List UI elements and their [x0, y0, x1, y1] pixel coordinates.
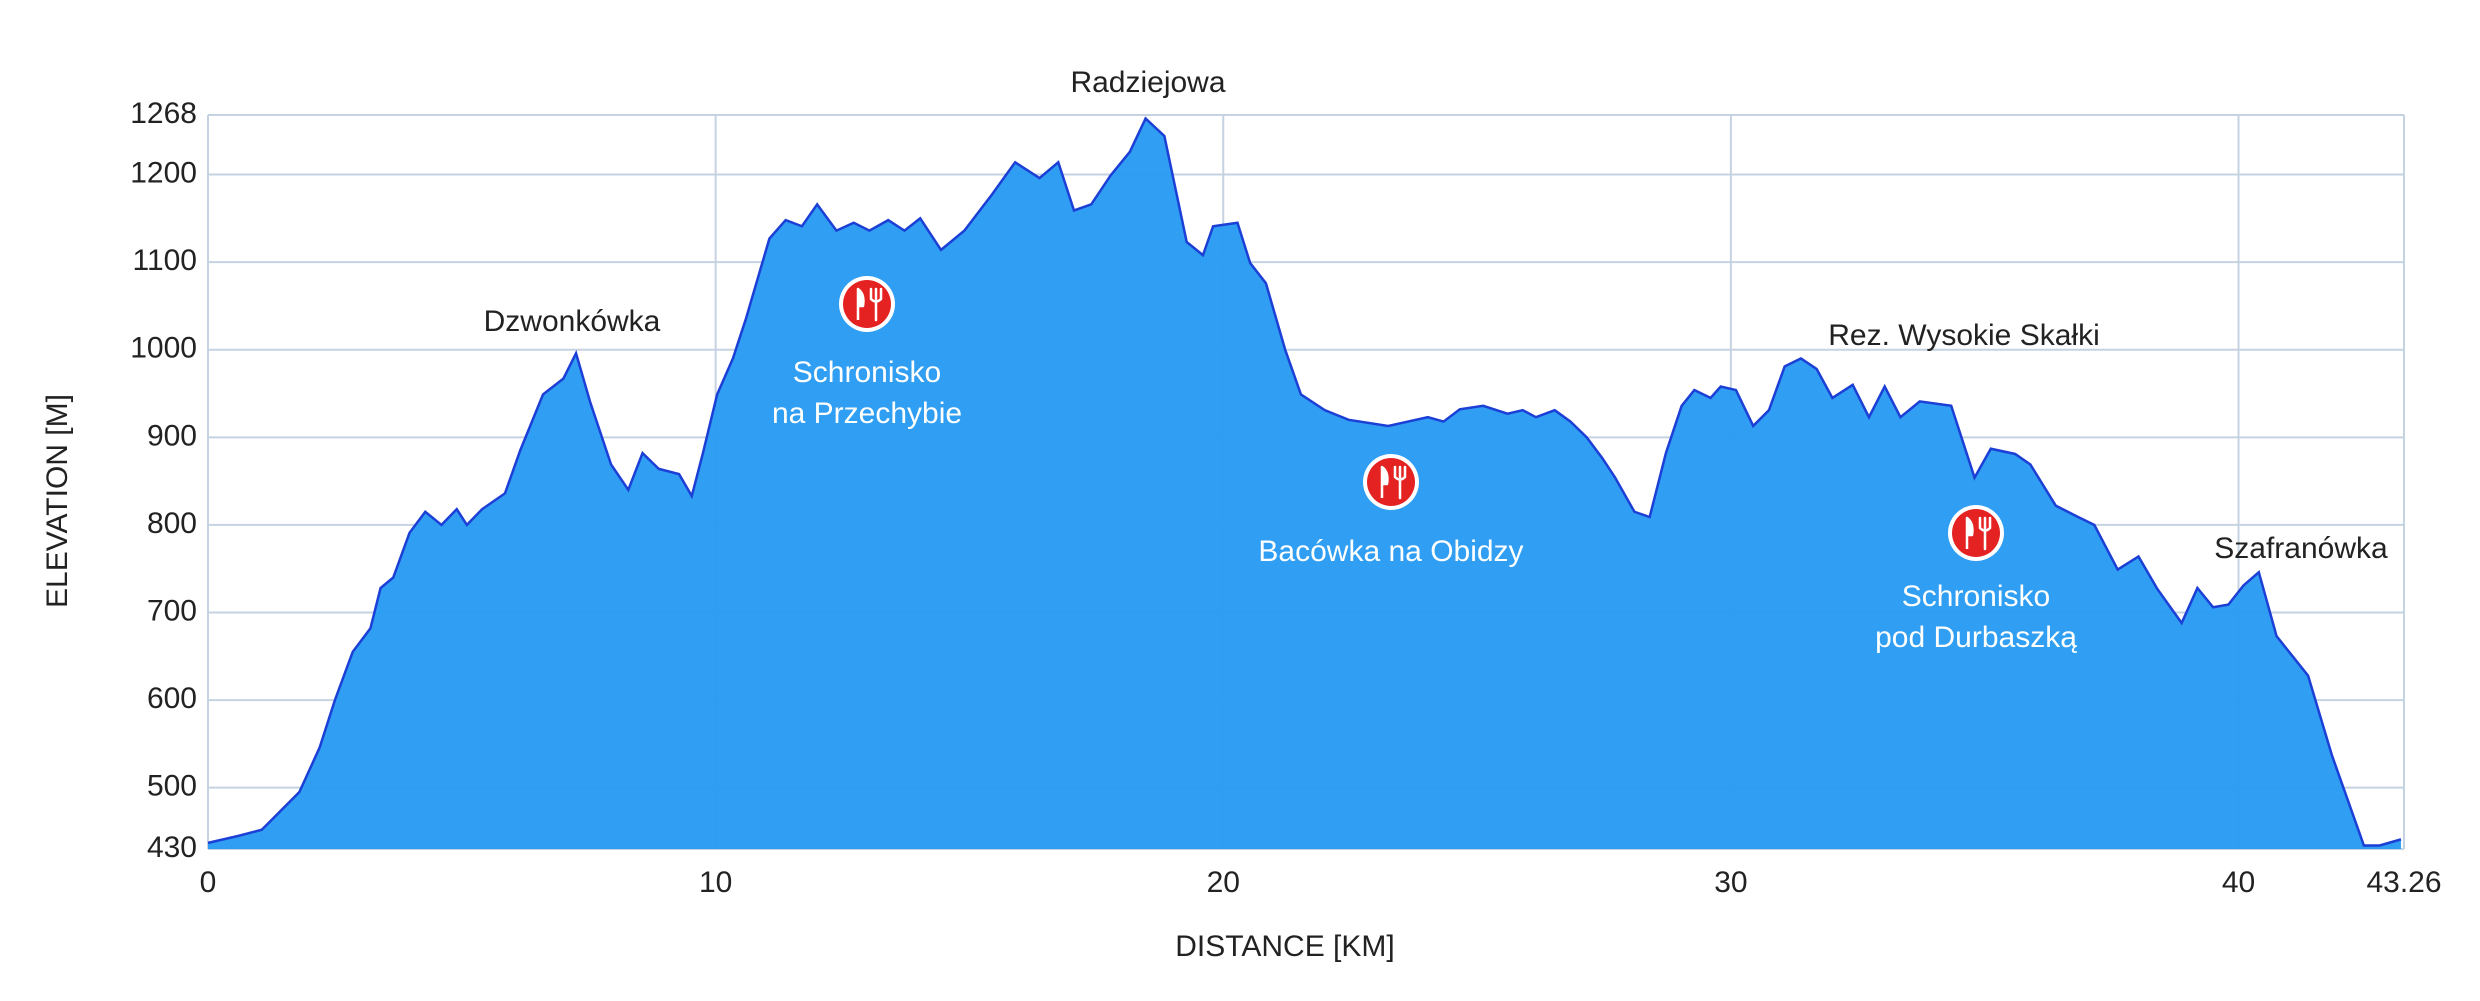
fork: [1978, 516, 1992, 551]
y-tick-label: 800: [147, 507, 197, 540]
y-tick-label: 1268: [130, 97, 197, 130]
knife: [1965, 516, 1974, 549]
area: [208, 118, 2401, 849]
knife: [1380, 465, 1389, 498]
x-tick-label: 10: [699, 866, 732, 899]
fork: [1393, 465, 1407, 500]
x-tick-label: 40: [2222, 866, 2255, 899]
y-tick-label: 1000: [130, 332, 197, 365]
y-tick-label: 600: [147, 682, 197, 715]
y-tick-label: 700: [147, 594, 197, 627]
hut-icon: [839, 276, 895, 332]
profile-line: [207, 116, 2402, 847]
icon-disc: [1952, 509, 2000, 557]
y-tick-label: 500: [147, 770, 197, 803]
hut-label: na Przechybie: [772, 397, 962, 430]
peak-label: Szafranówka: [2214, 532, 2388, 565]
y-tick-label: 430: [147, 831, 197, 864]
icon-disc: [1367, 458, 1415, 506]
peak-label: Dzwonkówka: [484, 305, 661, 338]
fork: [869, 287, 883, 322]
hut-icon: [1948, 505, 2004, 561]
x-tick-label: 0: [200, 866, 217, 899]
y-axis-label: ELEVATION [M]: [41, 394, 74, 608]
x-axis-label: DISTANCE [KM]: [1175, 930, 1394, 963]
hut-label: pod Durbaszką: [1875, 621, 2077, 654]
y-tick-label: 1200: [130, 156, 197, 189]
peak-label: Radziejowa: [1070, 66, 1225, 99]
x-tick-label: 43.26: [2366, 866, 2441, 899]
hut-label: Bacówka na Obidzy: [1258, 535, 1523, 568]
hut-label: Schronisko: [793, 356, 941, 389]
y-tick-label: 900: [147, 419, 197, 452]
y-tick-label: 1100: [132, 244, 197, 277]
x-tick-label: 20: [1207, 866, 1240, 899]
hut-label: Schronisko: [1902, 580, 2050, 613]
icon-disc: [843, 280, 891, 328]
x-tick-label: 30: [1714, 866, 1747, 899]
hut-icon: [1363, 454, 1419, 510]
peak-label: Rez. Wysokie Skałki: [1828, 319, 2099, 352]
knife: [856, 287, 865, 320]
